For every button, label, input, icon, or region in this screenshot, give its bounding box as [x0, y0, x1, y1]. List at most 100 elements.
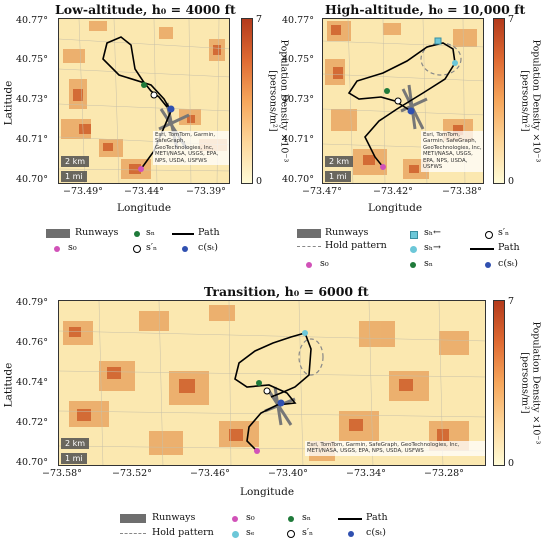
panel-trans-map-svg	[59, 301, 485, 465]
panel-trans-se-marker	[302, 330, 308, 336]
legend-high-path-label: Path	[498, 242, 520, 253]
panel-low-ytick: 40.70°	[16, 174, 48, 185]
panel-high-ytick: 40.70°	[282, 174, 314, 185]
legend-low-sNprime-marker	[133, 245, 141, 253]
panel-low-xtick: −73.49°	[63, 186, 103, 197]
panel-low-ylabel: Latitude	[2, 80, 15, 125]
legend-high-sh-right-label: sₕ→	[424, 242, 441, 253]
panel-trans-xtick: −73.40°	[268, 468, 308, 479]
panel-low-xlabel: Longitude	[117, 202, 172, 214]
legend-low-s0-marker	[54, 246, 60, 252]
legend-trans-se-marker	[232, 531, 239, 538]
panel-high-scale-km: 2 km	[325, 156, 354, 167]
panel-low-cbar-max: 7	[256, 14, 263, 25]
panel-trans-ytick: 40.79°	[16, 297, 48, 308]
panel-trans-map: Esri, TomTom, Garmin, SafeGraph, GeoTech…	[58, 300, 486, 466]
panel-low-cbar-min: 0	[256, 176, 263, 187]
legend-high-sN-label: sₙ	[424, 258, 433, 269]
legend-trans-se-label: sₑ	[246, 527, 255, 538]
panel-trans-sN-marker	[256, 380, 262, 386]
panel-trans-xlabel: Longitude	[240, 486, 295, 498]
panel-high-path	[347, 42, 456, 168]
panel-high-xtick: −73.42°	[373, 186, 413, 197]
panel-high-ytick: 40.77°	[282, 15, 314, 26]
panel-low-attribution: Esri, TomTom, Garmin, SafeGraph, GeoTech…	[153, 131, 229, 166]
panel-trans-cbar-label: Population Density ×10⁻³ [persons/m²]	[519, 321, 541, 445]
legend-high-sN-marker	[410, 262, 416, 268]
legend-trans-runways-swatch	[120, 514, 146, 523]
panel-high-map: Esri, TomTom, Garmin, SafeGraph, GeoTech…	[322, 18, 484, 184]
panel-trans-ytick: 40.72°	[16, 417, 48, 428]
legend-trans-sN-label: sₙ	[302, 512, 311, 523]
panel-trans-xtick: −73.46°	[190, 468, 230, 479]
panel-high-scale-mi: 1 mi	[325, 171, 351, 182]
panel-low-ytick: 40.71°	[16, 134, 48, 145]
legend-trans-s0-label: s₀	[246, 512, 255, 523]
panel-low-xtick: −73.44°	[124, 186, 164, 197]
legend-low-sNprime-label: s′ₙ	[146, 242, 158, 253]
panel-low-cst-marker	[167, 105, 175, 113]
panel-trans-ytick: 40.74°	[16, 377, 48, 388]
panel-low-scale-km: 2 km	[61, 156, 90, 167]
panel-trans-path	[234, 332, 312, 452]
legend-high-s0-marker	[306, 262, 312, 268]
panel-high-sh-left-marker	[434, 37, 442, 45]
panel-high-sN-marker	[384, 88, 390, 94]
legend-low-cst-label: c(sₜ)	[198, 242, 218, 253]
legend-high-sh-right-marker	[410, 246, 417, 253]
panel-low-map-svg	[59, 19, 229, 183]
panel-low-ytick: 40.73°	[16, 94, 48, 105]
legend-trans-sNprime-marker	[287, 530, 295, 538]
legend-low-sN-marker	[134, 231, 140, 237]
panel-high-ytick: 40.71°	[282, 134, 314, 145]
panel-trans-ylabel: Latitude	[2, 362, 15, 408]
legend-low-runways-swatch	[46, 229, 70, 238]
panel-high-cbar-label: Population Density ×10⁻³ [persons/m²]	[519, 39, 541, 163]
panel-trans-xtick: −73.52°	[112, 468, 152, 479]
legend-high-sh-left-marker	[410, 231, 418, 239]
legend-low-s0-label: s₀	[68, 242, 77, 253]
panel-high-attribution: Esri, TomTom, Garmin, SafeGraph, GeoTech…	[421, 131, 483, 172]
panel-trans-cbar-max: 7	[508, 296, 515, 307]
panel-trans-scale-km: 2 km	[61, 438, 90, 449]
panel-trans-title: Transition, h₀ = 6000 ft	[204, 284, 369, 299]
panel-low-sNprime-marker	[150, 91, 158, 99]
legend-trans-s0-marker	[232, 516, 238, 522]
legend-high-cst-marker	[485, 262, 491, 268]
legend-trans-cst-label: c(sₜ)	[366, 527, 386, 538]
panel-trans-cbar-min: 0	[508, 458, 515, 469]
panel-low-scale-mi: 1 mi	[61, 171, 87, 182]
panel-trans-colorbar	[493, 300, 505, 466]
panel-high-xlabel: Longitude	[368, 202, 423, 214]
panel-trans-cst-marker	[277, 399, 285, 407]
panel-trans-sNprime-marker	[263, 387, 271, 395]
legend-trans-runways-label: Runways	[152, 512, 196, 523]
legend-trans-path-label: Path	[366, 512, 388, 523]
legend-high-s0-label: s₀	[320, 258, 329, 269]
legend-high-hold-label: Hold pattern	[325, 240, 387, 251]
panel-trans-attribution: Esri, TomTom, Garmin, SafeGraph, GeoTech…	[305, 441, 485, 456]
panel-high-sNprime-marker	[394, 97, 402, 105]
legend-low-runways-label: Runways	[75, 227, 119, 238]
panel-high-cst-marker	[407, 107, 415, 115]
panel-low-xtick: −73.39°	[186, 186, 226, 197]
legend-low-sN-label: sₙ	[146, 227, 155, 238]
panel-high-s0-marker	[380, 164, 386, 170]
legend-high-cst-label: c(sₜ)	[498, 258, 518, 269]
panel-trans-ytick: 40.76°	[16, 337, 48, 348]
panel-low-ytick: 40.75°	[16, 54, 48, 65]
panel-trans-s0-marker	[254, 448, 260, 454]
panel-high-xtick: −73.47°	[302, 186, 342, 197]
legend-trans-hold-line	[120, 533, 146, 534]
legend-high-sNprime-label: s′ₙ	[498, 227, 510, 238]
legend-high-sh-left-label: sₕ←	[424, 227, 441, 238]
panel-high-cbar-max: 7	[508, 14, 515, 25]
panel-trans-xtick: −73.34°	[346, 468, 386, 479]
legend-high-sNprime-marker	[485, 231, 493, 239]
legend-high-path-line	[470, 248, 494, 250]
panel-trans-ytick: 40.70°	[16, 457, 48, 468]
legend-high-runways-label: Runways	[325, 227, 369, 238]
panel-low-map: Esri, TomTom, Garmin, SafeGraph, GeoTech…	[58, 18, 230, 184]
panel-low-s0-marker	[138, 166, 144, 172]
